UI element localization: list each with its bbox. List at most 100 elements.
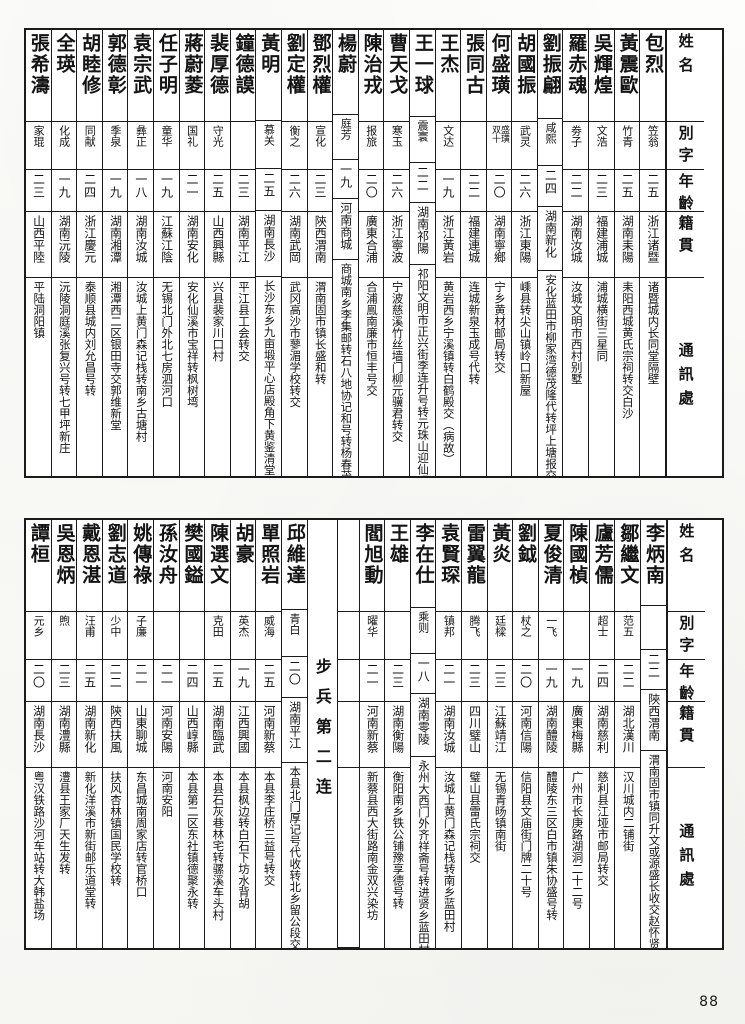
roster-entry-column[interactable]: 任子明 童华 一九 江蘇江陰 无锡北门外北七房泗河口: [153, 30, 180, 476]
cell-alias: 季泉: [102, 122, 128, 170]
roster-entry-column[interactable]: 劉振翩 咸熙 二四 湖南新化 安化蓝田市柳家湾德茂隆代转坪上塘报交: [537, 30, 564, 476]
roster-entry-column[interactable]: 楊蔚 庭芳 一九 河南商城 商城南乡李集邮转石八地协记和号转杨春茂收: [333, 30, 359, 476]
roster-entry-column[interactable]: 張同古 二二 福建連城 连城新泉玉成号代转: [461, 30, 487, 476]
cell-name: 雷翼龍: [461, 520, 487, 612]
roster-entry-column[interactable]: 孫汝舟 二一 河南安陽 河南安阳: [153, 520, 180, 948]
cell-origin: 湖南湘潭: [102, 212, 128, 278]
cell-origin: 四川璧山: [461, 702, 487, 768]
roster-entry-column[interactable]: 全瑛 化成 一九 湖南沅陵 沅陵洞庭溪张复兴号转七甲坪新庄: [51, 30, 78, 476]
cell-alias-text: 超士: [595, 615, 609, 637]
roster-entry-column[interactable]: 鄒繼文 范五 二二 湖北漢川 汉川城内二铺街: [615, 520, 642, 948]
row-header-address-text: 通訊處: [677, 822, 696, 895]
cell-address: 本县枫边转白石下坊水背胡: [231, 768, 256, 948]
row-header-origin-text: 籍貫: [676, 215, 695, 259]
roster-entry-column[interactable]: 羅赤魂 劵子 二二 湖南汝城 汝城文明市西村别墅: [563, 30, 590, 476]
roster-entry-column[interactable]: 夏俊清 一飞 一九 湖南醴陵 醴陵东三区白市镇朱协盛号转: [538, 520, 565, 948]
cell-name: 羅赤魂: [563, 30, 589, 122]
roster-entry-column[interactable]: 陳國楨 一九 廣東梅縣 广州市长庚路湖洞二十二号: [564, 520, 590, 948]
roster-entry-column[interactable]: 張希濤 家琨 二三 山西平陸 平陆洞阳镇: [26, 30, 52, 476]
cell-alias-text: 报旅: [364, 125, 378, 147]
roster-entry-column[interactable]: 譚桓 元乡 二〇 湖南長沙 粤汉铁路沙河车站转大韩盐场: [26, 520, 52, 948]
roster-entry-column[interactable]: 邱維達 青白 二〇 湖南平江 本县北门厚记号代收转北乡留公段交: [281, 520, 308, 948]
roster-entry-column[interactable]: 劉志道 少中 二二 陝西扶風 扶风杏林镇国民学校转: [102, 520, 129, 948]
roster-entry-column[interactable]: 單照岩 威海 二五 河南新蔡 本县李庄桥三益号转交: [256, 520, 282, 948]
roster-entry-column[interactable]: 黃震歐 竹青 二五 湖南耒陽 耒阳西城黄氏宗祠转交白沙: [614, 30, 641, 476]
roster-entry-column[interactable]: 袁賢琛 镇邦 二一 湖南汝城 汝城上黄门森记栈转南乡蓝田村: [436, 520, 462, 948]
cell-alias-text: 镇邦: [442, 615, 456, 637]
cell-age-text: 二四: [595, 663, 610, 689]
roster-entry-column[interactable]: 胡豪 英杰 一九 江西興國 本县枫边转白石下坊水背胡: [230, 520, 257, 948]
cell-alias: 英杰: [230, 612, 256, 660]
roster-entry-column[interactable]: 曹天戈 寒玉 二六 浙江寧波 宁波慈溪竹丝墙门柳元骥君转交: [384, 30, 410, 476]
cell-name: 吳輝煌: [589, 30, 614, 122]
roster-entry-column[interactable]: 鄧烈權 宣化 二三 陝西渭南 渭南固市镇长盛和转: [307, 30, 334, 476]
cell-alias-text: 笠翁: [646, 125, 660, 147]
cell-origin-text: 湖南寧鄉: [492, 215, 507, 263]
roster-entry-column[interactable]: 王杰 文达 一九 浙江黃岩 黄岩西乡宁溪镇转白鹤殿交（病故）: [435, 30, 462, 476]
cell-origin: 浙江寧波: [384, 212, 409, 278]
roster-entry-column[interactable]: 郭德彰 季泉 一九 湖南湘潭 湘潭西二区银田寺交郭维新堂: [102, 30, 129, 476]
roster-entry-column[interactable]: 黃明 慕关 二五 湖南長沙 长沙东乡九亩塅平心店殿角下黄鉴清堂: [256, 30, 282, 476]
cell-alias-text: 咸熙: [543, 122, 557, 145]
roster-entry-column[interactable]: 廬芳儒 超士 二四 湖南慈利 慈利县江垭市邮局转交: [589, 520, 616, 948]
cell-address-text: 宁波慈溪竹丝墙门柳元骥君转交: [390, 281, 405, 442]
cell-alias: [641, 606, 666, 651]
roster-entry-column[interactable]: 陳選文 克田 二五 湖南臨武 本县石灰巷林宅转骡溪车头村: [205, 520, 231, 948]
cell-alias: 庭芳: [333, 115, 358, 160]
cell-address-text: 汉川城内二铺街: [621, 771, 636, 852]
cell-alias: 彝正: [128, 122, 153, 170]
roster-entry-column[interactable]: 王雄 二三 湖南衡陽 衡阳南乡铁公铺豫享德号转: [385, 520, 411, 948]
roster-entry-column[interactable]: 包烈 笠翁 二五 浙江诸暨 诸暨城内长同堂隔壁: [640, 30, 666, 476]
roster-entry-column[interactable]: 李在仕 乘则 一八 湖南零陵 永州大西门外齐祥斋号转进贤乡蓝田村: [410, 520, 437, 948]
roster-entry-column[interactable]: 蔣蔚菱 国礼 二一 湖南安化 安化仙溪市宝祥转枫树塆: [179, 30, 206, 476]
cell-age-text: 二三: [492, 663, 507, 689]
cell-age: 二〇: [358, 170, 384, 212]
cell-name: 袁宗武: [128, 30, 153, 122]
row-header-column: 姓名 別字 年齡 籍貫 通訊處: [666, 520, 705, 948]
row-header-age-text: 年齡: [677, 663, 696, 702]
cell-alias: 笠翁: [640, 122, 665, 170]
cell-origin-text: 湖南湘潭: [108, 215, 123, 263]
roster-entry-column[interactable]: 樊國鎰 二四 山西崞縣 本县第二区东社镇德聚永转: [179, 520, 206, 948]
cell-origin: 湖南長沙: [256, 211, 281, 277]
cell-address-text: 浦城横街三星同: [595, 281, 610, 362]
cell-origin: 福建浦城: [589, 212, 614, 278]
cell-origin: 湖南平江: [281, 698, 307, 764]
cell-origin-text: 湖南平江: [287, 701, 302, 750]
cell-name-text: 樊國鎰: [181, 523, 204, 586]
cell-address-text: 嵊县转尖山镇岭口新屋: [518, 281, 533, 396]
roster-entry-column[interactable]: 陳治戎 报旅 二〇 廣東合浦 合浦鳯南廉市恒丰号交: [358, 30, 385, 476]
cell-name: 楊蔚: [333, 30, 358, 115]
cell-origin-text: 湖南新化: [543, 209, 558, 258]
roster-entry-column[interactable]: 王一球 震寰 二二 湖南祁陽 祁阳文明市正兴街李连升号转元珠山迎仙观: [409, 30, 436, 476]
roster-entry-column[interactable]: 閻旭動 曜华 二一 河南新蔡 新蔡县西大街路南金双兴染坊: [359, 520, 386, 948]
roster-entry-column[interactable]: 袁宗武 彝正 一八 湖南汝城 汝城上黄门森记栈转南乡古塘村: [128, 30, 154, 476]
roster-entry-column[interactable]: 戴恩湛 汪甫 二五 湖南新化 新化洋溪市新街邮乐道堂转: [77, 520, 103, 948]
cell-age: 二二: [461, 170, 486, 212]
cell-age: 二〇: [26, 660, 51, 702]
cell-alias-text: 劵子: [569, 125, 583, 147]
roster-entry-column[interactable]: 吳輝煌 文浩 二三 福建浦城 浦城横街三星同: [589, 30, 615, 476]
roster-entry-column[interactable]: 何盛璜 盛璜 双十 二〇 湖南寧鄉 宁乡黄材邮局转交: [486, 30, 513, 476]
roster-entry-column[interactable]: 吳恩炳煦二三 湖南澧縣 澧县王家厂天生发转: [51, 520, 78, 948]
cell-age-text: 二五: [620, 173, 635, 199]
roster-entry-column[interactable]: 劉鉞 杖之 二〇 河南信陽 信阳县文庙街门牌二十号: [513, 520, 539, 948]
roster-entry-column[interactable]: 裴厚德 守光 二五 山西興縣 兴县裴家川口村: [205, 30, 231, 476]
cell-age-text: 二二: [646, 653, 661, 680]
roster-entry-column[interactable]: 黃炎 廷樑 二三 江蘇靖江 无锡青旸镇南街: [487, 520, 514, 948]
roster-entry-column[interactable]: 雷翼龍 腾飞 二三 四川璧山 璧山县雷氏宗祠交: [461, 520, 488, 948]
roster-entry-column[interactable]: 鐘德謨 二三 湖南平江 平江县工会转交: [230, 30, 257, 476]
roster-entry-column[interactable]: 劉定權 衡之 二六 湖南武岡 武冈高沙市蓼湄学校转交: [281, 30, 308, 476]
roster-entry-column[interactable]: 姚傳祿 子廉 二一 山東聊城 东昌城南周家店转官桥口: [128, 520, 154, 948]
cell-name: 黃震歐: [614, 30, 640, 122]
cell-name-text: 劉振翩: [539, 33, 562, 96]
roster-entry-column[interactable]: 胡睦修 同献 二四 浙江慶元 泰顺县城内刘允昌号转: [77, 30, 103, 476]
cell-address: 广州市长庚路湖洞二十二号: [564, 768, 589, 948]
cell-age-text: 二五: [261, 663, 276, 689]
cell-age: 一九: [230, 660, 256, 702]
cell-origin-text: 湖南沅陵: [57, 215, 72, 263]
cell-origin-text: 湖南汝城: [441, 705, 456, 753]
roster-entry-column[interactable]: 李炳南 二二 陝西渭南 渭南固市镇同升文或源盛长收交赵怀贤转: [641, 520, 667, 948]
cell-alias: 震寰: [409, 117, 435, 163]
roster-entry-column[interactable]: 胡國振 武灵 二六 浙江東陽 嵊县转尖山镇岭口新屋: [512, 30, 538, 476]
